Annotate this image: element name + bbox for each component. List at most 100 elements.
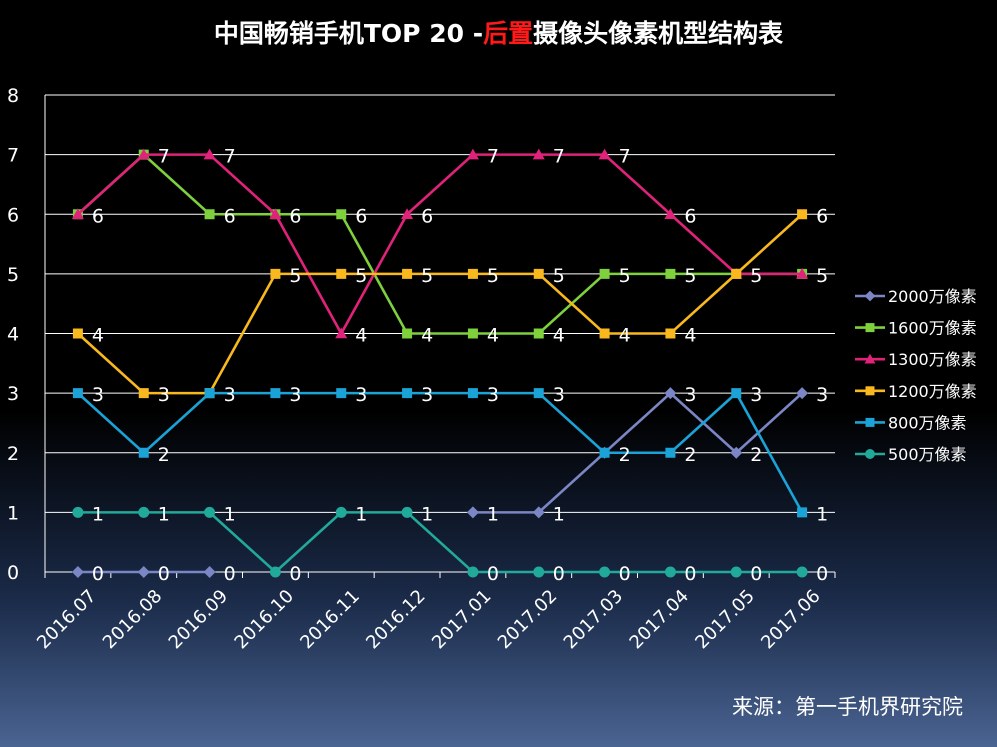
- data-label: 1: [553, 503, 565, 525]
- data-point: [336, 268, 347, 279]
- data-point: [533, 268, 544, 279]
- x-tick-label: 2017.05: [691, 586, 758, 653]
- x-tick-label: 2017.04: [626, 586, 693, 653]
- data-point: [137, 148, 150, 160]
- data-point: [336, 388, 347, 399]
- data-point: [466, 148, 479, 160]
- data-label: 4: [487, 325, 499, 347]
- data-label: 0: [684, 563, 696, 585]
- legend-label: 2000万像素: [888, 287, 977, 306]
- data-label: 3: [553, 384, 565, 406]
- y-tick-label: 6: [7, 204, 19, 226]
- data-label: 3: [355, 384, 367, 406]
- data-point: [665, 447, 676, 458]
- x-tick-label: 2016.07: [33, 586, 100, 653]
- data-point: [797, 209, 808, 220]
- y-tick-label: 1: [7, 502, 19, 524]
- x-tick-label: 2016.10: [231, 586, 298, 653]
- data-label: 4: [619, 325, 631, 347]
- data-point: [598, 148, 611, 160]
- data-label: 4: [553, 325, 565, 347]
- data-label: 6: [355, 205, 367, 227]
- data-point: [401, 208, 414, 220]
- data-label: 2: [158, 444, 170, 466]
- data-point: [467, 328, 478, 339]
- series-line: [77, 391, 804, 514]
- chart-title-suffix: 摄像头像素机型结构表: [533, 19, 784, 48]
- data-point: [269, 208, 282, 220]
- data-label: 3: [92, 384, 104, 406]
- data-label: 3: [158, 384, 170, 406]
- data-label: 1: [92, 503, 104, 525]
- data-point: [203, 148, 216, 160]
- y-tick-label: 2: [7, 443, 19, 465]
- data-point: [599, 268, 610, 279]
- chart-title-highlight: 后置: [483, 19, 534, 48]
- data-label: 1: [816, 503, 828, 525]
- data-label: 7: [553, 146, 565, 168]
- data-point: [796, 387, 809, 400]
- data-point: [599, 328, 610, 339]
- data-label: 1: [421, 503, 433, 525]
- data-label: 3: [816, 384, 828, 406]
- data-point: [532, 148, 545, 160]
- data-label: 1: [158, 503, 170, 525]
- data-point: [467, 566, 479, 578]
- legend-marker: [865, 449, 875, 459]
- legend-marker: [864, 290, 876, 302]
- data-label: 5: [816, 265, 828, 287]
- data-point: [731, 388, 742, 399]
- data-point: [599, 566, 611, 578]
- data-point: [664, 566, 676, 578]
- legend-label: 1200万像素: [888, 382, 977, 401]
- data-label: 5: [355, 265, 367, 287]
- data-label: 4: [355, 325, 367, 347]
- data-point: [796, 267, 809, 279]
- x-tick-label: 2016.09: [165, 586, 232, 653]
- data-label: 4: [92, 325, 104, 347]
- data-label: 0: [750, 563, 762, 585]
- data-point: [138, 447, 149, 458]
- data-point: [137, 566, 150, 578]
- data-label: 0: [619, 563, 631, 585]
- data-label: 4: [421, 325, 433, 347]
- data-label: 3: [487, 384, 499, 406]
- data-point: [335, 327, 348, 339]
- x-tick-label: 2017.01: [428, 586, 495, 653]
- data-label: 7: [487, 146, 499, 168]
- chart-title: 中国畅销手机TOP 20 -后置摄像头像素机型结构表: [0, 14, 997, 50]
- data-point: [533, 328, 544, 339]
- legend-marker: [865, 417, 875, 427]
- legend-marker: [865, 323, 875, 333]
- y-tick-label: 5: [7, 264, 19, 286]
- data-point: [665, 268, 676, 279]
- data-point: [138, 506, 150, 518]
- data-label: 0: [92, 563, 104, 585]
- y-tick-label: 3: [7, 383, 19, 405]
- data-point: [665, 328, 676, 339]
- data-point: [599, 447, 610, 458]
- data-point: [203, 566, 216, 578]
- y-tick-label: 8: [7, 85, 19, 107]
- legend-label: 1600万像素: [888, 319, 977, 338]
- data-label: 7: [158, 146, 170, 168]
- data-point: [72, 388, 83, 399]
- data-point: [204, 209, 215, 220]
- data-label: 5: [750, 265, 762, 287]
- data-point: [533, 566, 545, 578]
- x-tick-label: 2017.03: [560, 586, 627, 653]
- data-label: 7: [619, 146, 631, 168]
- data-point: [664, 208, 677, 220]
- data-label: 0: [224, 563, 236, 585]
- data-point: [71, 566, 84, 578]
- legend-label: 800万像素: [888, 413, 967, 432]
- data-label: 5: [487, 265, 499, 287]
- data-point: [336, 209, 347, 220]
- data-point: [401, 506, 413, 518]
- data-label: 6: [92, 205, 104, 227]
- data-label: 5: [684, 265, 696, 287]
- legend-marker: [865, 386, 875, 396]
- data-label: 0: [289, 563, 301, 585]
- data-point: [730, 446, 743, 459]
